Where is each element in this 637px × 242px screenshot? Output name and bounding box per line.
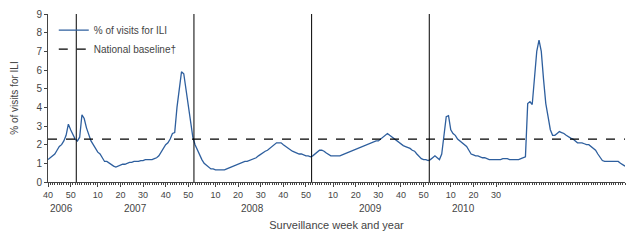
svg-text:10: 10 — [328, 190, 338, 200]
svg-text:40: 40 — [43, 190, 53, 200]
svg-text:% of visits for ILI: % of visits for ILI — [94, 25, 167, 36]
svg-text:Surveillance week and year: Surveillance week and year — [269, 219, 404, 231]
svg-text:50: 50 — [183, 190, 193, 200]
svg-text:20: 20 — [468, 190, 478, 200]
svg-text:% of visits for ILI: % of visits for ILI — [9, 61, 20, 134]
svg-text:30: 30 — [138, 190, 148, 200]
svg-text:20: 20 — [233, 190, 243, 200]
svg-text:4: 4 — [36, 102, 42, 113]
svg-text:30: 30 — [256, 190, 266, 200]
svg-text:50: 50 — [419, 190, 429, 200]
svg-text:5: 5 — [36, 83, 42, 94]
svg-text:20: 20 — [115, 190, 125, 200]
svg-text:30: 30 — [491, 190, 501, 200]
svg-text:National baseline†: National baseline† — [94, 44, 176, 55]
svg-text:2009: 2009 — [359, 203, 382, 214]
svg-text:2007: 2007 — [124, 203, 147, 214]
svg-text:1: 1 — [36, 158, 42, 169]
svg-text:40: 40 — [161, 190, 171, 200]
svg-text:7: 7 — [36, 46, 42, 57]
svg-text:40: 40 — [278, 190, 288, 200]
svg-text:2008: 2008 — [241, 203, 264, 214]
svg-text:6: 6 — [36, 65, 42, 76]
svg-text:2010: 2010 — [452, 203, 475, 214]
svg-text:50: 50 — [66, 190, 76, 200]
svg-text:9: 9 — [36, 9, 42, 20]
svg-text:10: 10 — [210, 190, 220, 200]
svg-text:20: 20 — [351, 190, 361, 200]
svg-text:50: 50 — [301, 190, 311, 200]
svg-text:40: 40 — [396, 190, 406, 200]
svg-text:2: 2 — [36, 139, 42, 150]
svg-text:2006: 2006 — [50, 203, 73, 214]
svg-text:30: 30 — [373, 190, 383, 200]
svg-text:0: 0 — [36, 177, 42, 188]
svg-text:8: 8 — [36, 27, 42, 38]
svg-text:3: 3 — [36, 121, 42, 132]
svg-text:10: 10 — [446, 190, 456, 200]
svg-text:10: 10 — [93, 190, 103, 200]
